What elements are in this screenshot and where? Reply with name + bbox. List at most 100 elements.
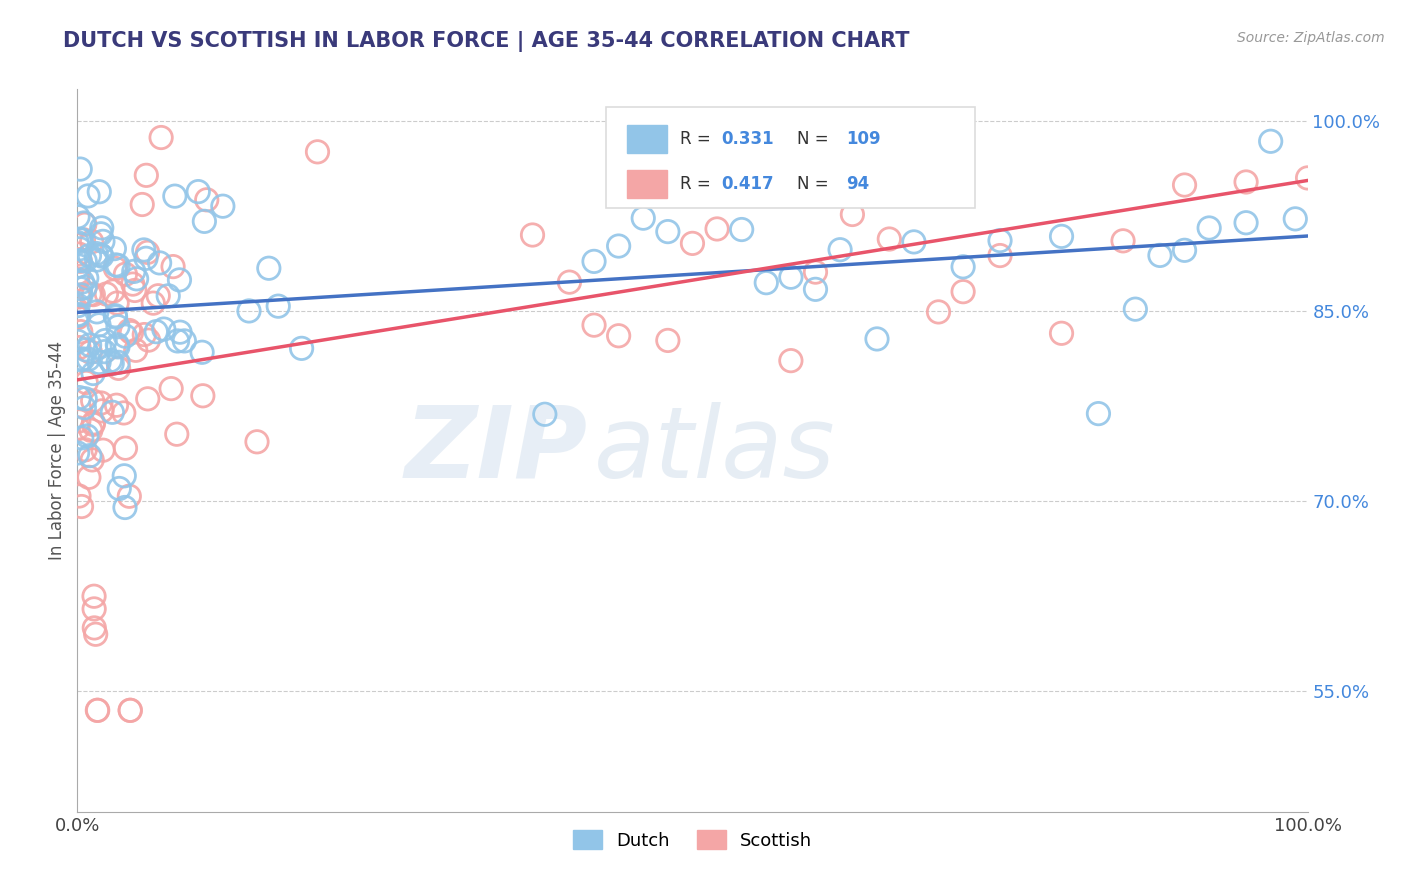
Point	[583, 254, 606, 268]
Point	[1284, 211, 1306, 226]
Point	[112, 406, 135, 420]
Point	[866, 332, 889, 346]
Point	[267, 299, 290, 313]
Point	[108, 482, 131, 496]
Point	[66, 235, 89, 250]
Point	[657, 334, 679, 348]
Point	[157, 289, 180, 303]
Point	[72, 233, 94, 247]
Point	[193, 214, 215, 228]
Point	[148, 289, 170, 303]
Point	[93, 344, 115, 359]
Point	[82, 453, 104, 467]
Point	[101, 284, 124, 298]
Point	[90, 227, 112, 241]
Point	[162, 260, 184, 274]
Point	[67, 489, 90, 503]
Point	[1174, 178, 1197, 192]
Point	[107, 259, 129, 273]
Point	[66, 210, 89, 224]
Point	[780, 353, 803, 368]
Point	[731, 182, 754, 196]
Point	[682, 236, 704, 251]
Point	[90, 249, 112, 263]
Point	[67, 247, 90, 261]
Point	[69, 290, 91, 304]
FancyBboxPatch shape	[627, 126, 666, 153]
Point	[76, 271, 98, 285]
Point	[136, 245, 159, 260]
Point	[1260, 134, 1282, 148]
Point	[169, 325, 191, 339]
Point	[1050, 326, 1073, 341]
Point	[125, 343, 148, 358]
Point	[72, 351, 94, 366]
Point	[67, 266, 90, 280]
Legend: Dutch, Scottish: Dutch, Scottish	[565, 823, 820, 857]
Point	[82, 287, 104, 301]
Point	[1112, 234, 1135, 248]
Point	[76, 429, 98, 443]
Point	[731, 222, 754, 236]
Point	[780, 270, 803, 285]
Point	[75, 376, 97, 390]
Point	[69, 252, 91, 267]
Point	[150, 130, 173, 145]
Point	[75, 254, 97, 268]
Point	[1125, 302, 1147, 317]
Point	[66, 310, 89, 324]
Point	[75, 343, 97, 357]
Point	[160, 382, 183, 396]
Point	[118, 489, 141, 503]
Point	[238, 304, 260, 318]
Point	[633, 211, 655, 226]
Point	[86, 253, 108, 268]
Text: 0.331: 0.331	[721, 130, 773, 148]
Point	[91, 443, 114, 458]
Point	[118, 324, 141, 338]
Point	[90, 221, 112, 235]
Point	[75, 280, 97, 294]
Point	[101, 405, 124, 419]
Point	[1050, 229, 1073, 244]
Point	[67, 253, 90, 268]
Point	[952, 285, 974, 299]
Point	[69, 233, 91, 247]
Point	[75, 442, 97, 457]
Point	[86, 703, 108, 717]
Point	[72, 275, 94, 289]
Point	[67, 341, 90, 355]
Point	[114, 329, 136, 343]
Point	[307, 145, 329, 159]
Text: Source: ZipAtlas.com: Source: ZipAtlas.com	[1237, 31, 1385, 45]
Point	[104, 261, 127, 276]
Point	[84, 627, 107, 641]
Point	[79, 345, 101, 359]
Point	[70, 288, 93, 302]
Point	[89, 340, 111, 354]
Point	[87, 355, 110, 369]
Point	[66, 309, 89, 323]
Point	[169, 273, 191, 287]
Point	[583, 318, 606, 333]
Point	[105, 398, 128, 412]
Point	[69, 282, 91, 296]
Point	[1198, 221, 1220, 235]
Point	[69, 325, 91, 339]
Point	[79, 449, 101, 463]
Point	[104, 258, 127, 272]
Point	[67, 259, 90, 273]
Point	[903, 235, 925, 249]
Point	[120, 326, 142, 340]
Point	[79, 287, 101, 301]
Point	[122, 264, 145, 278]
Point	[73, 401, 96, 415]
Point	[83, 589, 105, 603]
Point	[114, 441, 136, 455]
Point	[86, 305, 108, 319]
Point	[145, 325, 167, 339]
Text: ZIP: ZIP	[405, 402, 588, 499]
Point	[1234, 175, 1257, 189]
Point	[558, 275, 581, 289]
Point	[755, 183, 778, 197]
